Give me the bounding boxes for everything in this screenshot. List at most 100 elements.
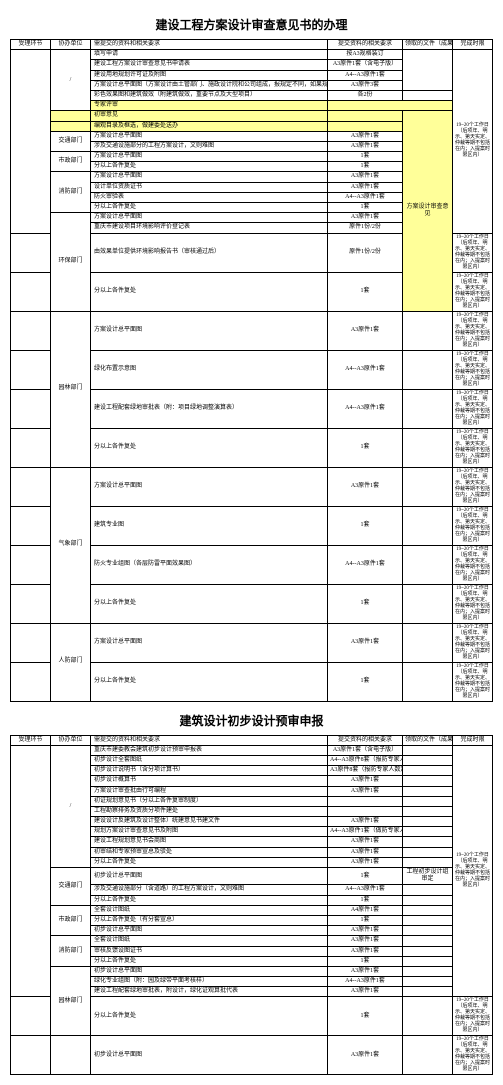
cell-result [403, 584, 453, 623]
cell-copies: A3原件1套 [328, 776, 403, 786]
cell-copies [328, 111, 403, 121]
cell-result [403, 905, 453, 915]
cell-copies: A3原件1套 [328, 213, 403, 223]
cell-req: 编观目录及框选，做建委处送办 [91, 121, 328, 131]
cell-time: 19~20个工作日（后项年、明示、第天实定、仲裁等期不包括在内；入提案时限区内） [453, 389, 493, 428]
cell-req: 分以上各件复处 [91, 997, 328, 1036]
cell-result [403, 857, 453, 867]
cell-copies: A3原件1套（含电子版） [328, 745, 403, 755]
cell-copies: 1套 [328, 662, 403, 701]
cell-time: 19~20个工作日（后项年、明示、第天实定、仲裁等期不包括在内；入提案时限区内） [453, 584, 493, 623]
cell-copies: A3原件1套 [328, 857, 403, 867]
cell-req: 涉及交通设施部分（含道路）的工程方案设计，文则难图 [91, 885, 328, 895]
cell-result [403, 885, 453, 895]
cell-req: 初步设计总平面图 [91, 926, 328, 936]
cell-copies [328, 101, 453, 111]
cell-time: 19~20个工作日（后项年、明示、第天实定、仲裁等期不包括在内；入提案时限区内） [453, 1036, 493, 1075]
cell-copies: 1套 [328, 203, 403, 213]
cell-req: 建设工程配套绿地审批表（附：项目绿地调整演算表） [91, 389, 328, 428]
cell-req: 初审意见 [91, 111, 328, 121]
cell-time: 19~20个工作日（后项年、明示、第天实定、仲裁等期不包括在内；入提案时限区内） [453, 272, 493, 311]
cell-req: 方案设计总平面图 [91, 213, 328, 223]
cell-copies: A3原件1套 [328, 311, 403, 350]
cell-req: 建设设计反建筑及设计整体）统建意见书建文件 [91, 817, 328, 827]
cell-copies: 原件1份/2份 [328, 223, 403, 233]
cell-dept [51, 111, 91, 121]
cell-result [403, 623, 453, 662]
cell-accept [11, 350, 51, 389]
cell-copies: 各2份 [328, 90, 403, 100]
cell-time: 19~20个工作日（后项年、明示、第天实定、仲裁等期不包括在内；入提案时限区内） [453, 233, 493, 272]
cell-req: 工程勘察排务及资质分项件建处 [91, 806, 328, 816]
cell-copies: A3原件1套 [328, 1036, 403, 1075]
cell-result [403, 389, 453, 428]
cell-req: 由效果单位提供环境影响报告书（审核通过后） [91, 233, 328, 272]
cell-accept [11, 506, 51, 545]
cell-req: 建筑专业图 [91, 506, 328, 545]
cell-result [403, 766, 453, 776]
cell-dept [51, 1036, 91, 1075]
table-row: 市政部门全套设计图纸A4原件1套 [11, 905, 493, 915]
th2-f: 完成时限 [453, 735, 493, 745]
cell-accept [11, 50, 51, 233]
cell-copies: A3原件1套 [328, 141, 403, 151]
cell-result [403, 936, 453, 946]
cell-req: 初步设计说明书（含分项计算书） [91, 766, 328, 776]
th-c: 需提交的资料和相关要求 [91, 40, 328, 50]
cell-time: 19~20个工作日（后项年、明示、第天实定、仲裁等期不包括在内；入提案时限区内） [453, 428, 493, 467]
table-row: 人防部门方案设计总平面图A3原件1套19~20个工作日（后项年、明示、第天实定、… [11, 623, 493, 662]
cell-req: 防火专业组图（各层防雷平面效果图） [91, 545, 328, 584]
cell-copies: A3原件3套 [328, 80, 403, 90]
cell-copies: 1套 [328, 152, 403, 162]
cell-copies: 1套 [328, 506, 403, 545]
cell-dept: / [51, 745, 91, 867]
table1-title: 建设工程方案设计审查意见书的办理 [10, 10, 493, 39]
cell-copies: A3原件1套 [328, 837, 403, 847]
cell-result [403, 755, 453, 765]
cell-copies: A3原件1套 [328, 623, 403, 662]
table-row: 园林部门初步设计总平面图A3原件1套 [11, 966, 493, 976]
cell-result [403, 545, 453, 584]
cell-copies: A3原件1套 [328, 467, 403, 506]
table-row: 初审意见方案设计审查意见 [11, 111, 493, 121]
cell-time: 19~20个工作日（后项年、明示、第天实定、仲裁等期不包括在内；入提案时限区内） [453, 311, 493, 350]
cell-result [403, 915, 453, 925]
cell-req: 方案设计总平面图 [91, 131, 328, 141]
cell-result [403, 817, 453, 827]
cell-copies: A3原件1套 [328, 946, 403, 956]
cell-req: 初步设计总平面图 [91, 966, 328, 976]
th-f: 完成时限 [453, 40, 493, 50]
cell-req: 专家评审 [91, 101, 328, 111]
th-d: 提交资料的相关要求 [328, 40, 403, 50]
cell-time: 19~20个工作日（后项年、明示、第天实定、仲裁等期不包括在内；入提案时限区内） [453, 350, 493, 389]
cell-result [403, 837, 453, 847]
cell-req: 绿化专业组图（附：园及绿带平面考核样） [91, 977, 328, 987]
cell-dept: 市政部门 [51, 905, 91, 936]
table2-header-row: 受理环节 协办单位 需提交的资料和相关要求 提交资料的相关要求 领取的文件（成果… [11, 735, 493, 745]
cell-req: 建设工程配套绿地审批表，附设计，绿化证观算批代表 [91, 987, 328, 997]
cell-result [403, 806, 453, 816]
cell-accept [11, 1036, 51, 1075]
cell-dept: 气象部门 [51, 467, 91, 623]
th2-a: 受理环节 [11, 735, 51, 745]
cell-copies: A3原件1套 [328, 817, 403, 827]
cell-req: 方案设计总平面图 [91, 311, 328, 350]
cell-result [403, 997, 453, 1036]
cell-req: 方案设计审查批由行可编程 [91, 786, 328, 796]
cell-req: 重庆市建委教会建筑初步设计预审申报表 [91, 745, 328, 755]
cell-req: 分以上各件复处 [91, 857, 328, 867]
cell-accept [11, 233, 51, 272]
cell-req: 初步设计全套图纸 [91, 755, 328, 765]
cell-result [403, 977, 453, 987]
cell-result: 方案设计审查意见 [403, 111, 453, 311]
cell-copies: 1套 [328, 868, 403, 885]
cell-result [403, 90, 453, 100]
th-a: 受理环节 [11, 40, 51, 50]
cell-result [403, 796, 453, 806]
cell-copies: 1套 [328, 915, 403, 925]
cell-time: 19~20个工作日（后项年、明示、第天实定、仲裁等期不包括在内；入提案时限区内） [453, 997, 493, 1036]
cell-copies: A3原件1套 [328, 926, 403, 936]
cell-result [403, 1036, 453, 1075]
cell-dept: / [51, 50, 91, 111]
cell-copies: 1套 [328, 162, 403, 172]
